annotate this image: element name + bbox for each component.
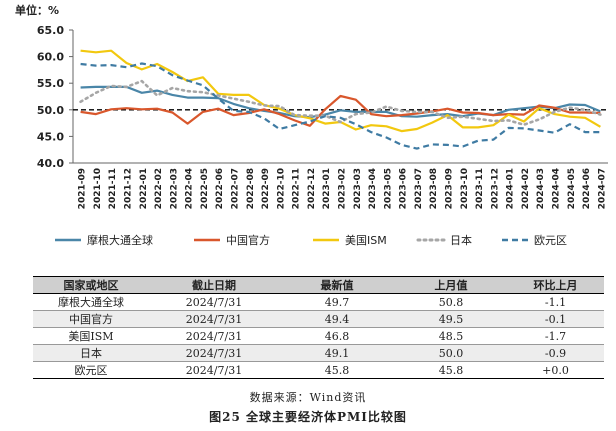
data-source: 数据来源：Wind资讯 <box>249 391 367 404</box>
x-tick-label: 2021-12 <box>124 168 134 209</box>
table-cell: 50.0 <box>395 344 507 362</box>
table-cell: 49.4 <box>279 310 395 328</box>
table-cell: 2024/7/31 <box>149 293 279 311</box>
x-tick-label: 2022-03 <box>169 168 179 209</box>
legend-label: 欧元区 <box>534 234 567 247</box>
series-line <box>79 79 602 126</box>
x-tick-label: 2024-06 <box>582 168 592 209</box>
series-line <box>80 85 601 119</box>
x-tick-label: 2022-02 <box>154 168 164 209</box>
x-tick-label: 2023-09 <box>445 168 455 209</box>
table-cell: -0.9 <box>507 344 604 362</box>
y-tick-label: 50.0 <box>37 104 64 117</box>
legend-label: 美国ISM <box>345 234 387 247</box>
x-tick-label: 2023-05 <box>383 168 393 209</box>
x-tick-label: 2021-09 <box>78 168 88 209</box>
x-tick-label: 2022-07 <box>231 168 241 209</box>
table-cell: 45.8 <box>279 361 395 379</box>
table-cell: 49.1 <box>279 344 395 362</box>
x-tick-label: 2022-01 <box>139 168 149 209</box>
col-header-change: 环比上月 <box>507 276 604 294</box>
table-cell: 45.8 <box>395 361 507 379</box>
x-axis: 2021-09 2021-10 2021-11 2021-12 2022-01 2022-… <box>73 162 608 209</box>
x-tick-label: 2022-10 <box>276 168 286 209</box>
y-tick-label: 60.0 <box>37 51 64 64</box>
table-cell: 50.8 <box>395 293 507 311</box>
x-tick-label: 2022-08 <box>246 168 256 209</box>
col-header-previous: 上月值 <box>395 276 507 294</box>
x-tick-label: 2023-12 <box>490 168 500 209</box>
x-tick-label: 2023-03 <box>353 168 363 209</box>
table-cell: 46.8 <box>279 327 395 345</box>
y-tick-label: 40.0 <box>37 157 64 170</box>
table-cell: 欧元区 <box>33 361 149 379</box>
x-tick-label: 2023-07 <box>414 168 424 209</box>
x-tick-label: 2023-02 <box>338 168 348 209</box>
x-tick-label: 2022-04 <box>185 168 195 209</box>
table-cell: -1.7 <box>507 327 604 345</box>
table-cell: +0.0 <box>507 361 604 379</box>
col-header-region: 国家或地区 <box>33 276 149 294</box>
table-row: 欧元区 2024/7/31 45.8 45.8 +0.0 <box>33 361 604 379</box>
y-tick-label: 55.0 <box>37 77 64 90</box>
x-tick-label: 2024-07 <box>597 168 607 209</box>
x-tick-label: 2023-04 <box>368 168 378 209</box>
x-tick-label: 2022-11 <box>292 168 302 209</box>
series-lines <box>79 49 602 150</box>
x-tick-label: 2022-06 <box>215 168 225 209</box>
table-header-row: 国家或地区 截止日期 最新值 上月值 环比上月 <box>33 276 604 294</box>
col-header-latest: 最新值 <box>279 276 395 294</box>
table-row: 中国官方 2024/7/31 49.4 49.5 -0.1 <box>33 310 604 328</box>
unit-label: 单位：% <box>15 3 59 17</box>
legend-label: 摩根大通全球 <box>87 233 153 247</box>
table-cell: 2024/7/31 <box>149 310 279 328</box>
col-header-date: 截止日期 <box>149 276 279 294</box>
x-tick-label: 2022-09 <box>261 168 271 209</box>
x-tick-label: 2024-01 <box>506 168 516 209</box>
x-tick-label: 2024-02 <box>521 168 531 209</box>
x-tick-label: 2023-01 <box>322 168 332 209</box>
table-cell: 日本 <box>33 344 149 362</box>
x-tick-label: 2024-04 <box>552 168 562 209</box>
table-cell: 49.5 <box>395 310 507 328</box>
table-cell: -1.1 <box>507 293 604 311</box>
y-axis: 40.0 45.0 50.0 55.0 60.0 65.0 <box>37 24 608 170</box>
table-cell: -0.1 <box>507 310 604 328</box>
x-tick-label: 2024-03 <box>536 168 546 209</box>
table-cell: 2024/7/31 <box>149 344 279 362</box>
x-tick-label: 2023-10 <box>460 168 470 209</box>
table-cell: 2024/7/31 <box>149 361 279 379</box>
table-row: 日本 2024/7/31 49.1 50.0 -0.9 <box>33 344 604 362</box>
series-line <box>80 94 601 127</box>
table-cell: 48.5 <box>395 327 507 345</box>
x-tick-label: 2023-08 <box>429 168 439 209</box>
table-cell: 2024/7/31 <box>149 327 279 345</box>
table-cell: 美国ISM <box>33 327 149 345</box>
x-tick-label: 2021-11 <box>108 168 118 209</box>
pmi-table: 国家或地区 截止日期 最新值 上月值 环比上月 摩根大通全球 2024/7/31 4… <box>33 276 604 379</box>
x-tick-label: 2023-06 <box>399 168 409 209</box>
table-cell: 49.7 <box>279 293 395 311</box>
table-cell: 摩根大通全球 <box>33 293 149 311</box>
x-tick-label: 2024-05 <box>567 168 577 209</box>
y-tick-label: 65.0 <box>37 24 64 37</box>
x-tick-label: 2023-11 <box>475 168 485 209</box>
table-row: 美国ISM 2024/7/31 46.8 48.5 -1.7 <box>33 327 604 345</box>
table-cell: 中国官方 <box>33 310 149 328</box>
table-row: 摩根大通全球 2024/7/31 49.7 50.8 -1.1 <box>33 293 604 311</box>
x-tick-label: 2022-12 <box>307 168 317 209</box>
legend: 摩根大通全球 中国官方 美国ISM 日本 欧元区 <box>55 233 567 247</box>
x-tick-label: 2021-10 <box>93 168 103 209</box>
y-tick-label: 45.0 <box>37 130 64 143</box>
legend-label: 日本 <box>450 233 472 247</box>
legend-label: 中国官方 <box>226 233 270 247</box>
pmi-line-chart: 单位：% 40.045.050.055.060.065.0 2021-09 202… <box>15 3 608 247</box>
figure-caption: 图25 全球主要经济体PMI比较图 <box>209 410 407 424</box>
x-tick-label: 2022-05 <box>200 168 210 209</box>
series-line <box>80 62 601 150</box>
